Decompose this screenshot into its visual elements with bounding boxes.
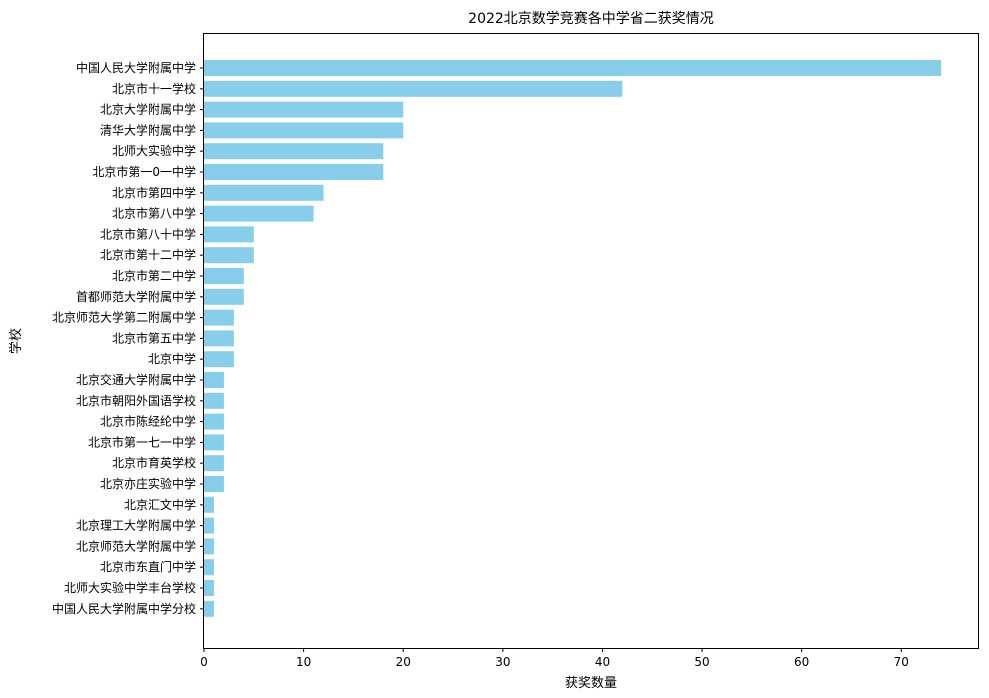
bar-12 (204, 288, 244, 305)
y-tick-label: 北京市第五中学 (112, 330, 196, 345)
bar-6 (204, 164, 384, 180)
x-tick-label: 70 (894, 655, 909, 669)
bar-3 (204, 101, 404, 118)
y-tick-label: 北师大实验中学丰台学校 (64, 580, 196, 595)
x-tick-label: 20 (396, 655, 411, 669)
bar-2 (204, 80, 623, 97)
bar-27 (204, 600, 214, 617)
y-tick-label: 北师大实验中学 (112, 143, 196, 158)
bar-24 (204, 538, 214, 555)
bar-19 (204, 434, 224, 451)
bar-17 (204, 392, 224, 409)
bar-4 (204, 122, 404, 139)
bar-25 (204, 559, 214, 576)
y-tick-label: 首都师范大学附属中学 (76, 289, 196, 304)
x-axis-label: 获奖数量 (565, 676, 617, 691)
bar-11 (204, 268, 244, 284)
bar-8 (204, 205, 314, 222)
y-tick-label: 北京亦庄实验中学 (100, 476, 196, 491)
bar-20 (204, 455, 224, 472)
x-tick-label: 10 (296, 655, 311, 669)
y-tick-label: 北京大学附属中学 (100, 102, 196, 117)
bar-23 (204, 517, 214, 534)
x-tick-label: 30 (495, 655, 510, 669)
y-tick-label: 北京市第十二中学 (100, 247, 196, 262)
y-tick-label: 北京市第四中学 (112, 185, 196, 200)
y-tick-label: 北京市育英学校 (112, 455, 196, 470)
y-tick-label: 北京交通大学附属中学 (76, 372, 196, 387)
x-tick-label: 50 (694, 655, 709, 669)
bar-7 (204, 184, 324, 201)
y-tick-label: 北京市陈经纶中学 (100, 414, 196, 429)
y-tick-label: 北京汇文中学 (124, 497, 196, 512)
chart-title: 2022北京数学竞赛各中学省二获奖情况 (468, 10, 714, 27)
bar-14 (204, 330, 234, 347)
y-tick-label: 中国人民大学附属中学 (76, 60, 196, 75)
y-tick-label: 北京市东直门中学 (100, 559, 196, 574)
bar-18 (204, 413, 224, 430)
x-tick-label: 60 (794, 655, 809, 669)
y-axis-label: 学校 (8, 328, 24, 354)
bars-layer (204, 60, 942, 617)
y-axis-ticks: 中国人民大学附属中学北京市十一学校北京大学附属中学清华大学附属中学北师大实验中学… (52, 60, 204, 616)
y-tick-label: 中国人民大学附属中学分校 (52, 601, 196, 616)
y-tick-label: 北京市朝阳外国语学校 (76, 393, 196, 408)
bar-22 (204, 496, 214, 513)
bar-1 (204, 60, 942, 76)
y-tick-label: 北京理工大学附属中学 (76, 518, 196, 533)
bar-16 (204, 372, 224, 388)
x-tick-label: 0 (200, 655, 208, 669)
bar-15 (204, 351, 234, 368)
y-tick-label: 北京市第一0一中学 (92, 164, 196, 179)
bar-10 (204, 247, 254, 264)
x-tick-label: 40 (595, 655, 610, 669)
y-tick-label: 北京中学 (148, 351, 196, 366)
y-tick-label: 北京市第一七一中学 (88, 434, 196, 449)
bar-9 (204, 226, 254, 243)
x-axis-ticks: 0 10 20 30 40 50 60 70 (200, 648, 909, 669)
plot-frame (203, 33, 979, 649)
bar-21 (204, 476, 224, 492)
y-tick-label: 北京师范大学第二附属中学 (52, 310, 196, 325)
y-tick-label: 北京师范大学附属中学 (76, 538, 196, 553)
y-tick-label: 北京市第八十中学 (100, 226, 196, 241)
bar-26 (204, 580, 214, 596)
y-tick-label: 北京市第二中学 (112, 268, 196, 283)
bar-5 (204, 143, 384, 160)
bar-13 (204, 309, 234, 326)
y-tick-label: 北京市十一学校 (112, 81, 196, 96)
y-tick-label: 清华大学附属中学 (100, 122, 196, 137)
y-tick-label: 北京市第八中学 (112, 206, 196, 221)
